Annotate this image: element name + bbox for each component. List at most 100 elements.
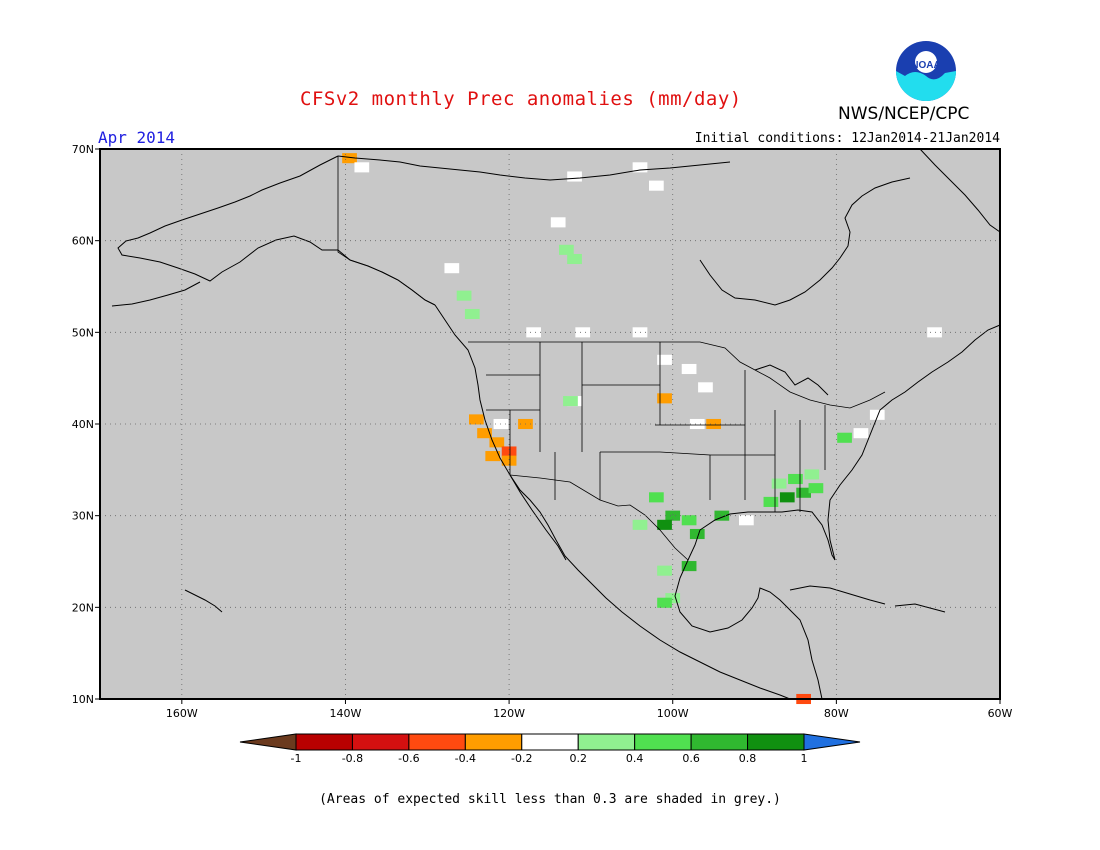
coastline-arctic — [337, 155, 731, 181]
anomaly-cell — [354, 162, 370, 173]
coastline-aleutians — [111, 281, 201, 307]
anomaly-cell — [657, 354, 672, 365]
colorbar: -1 -0.8 -0.6 -0.4 -0.2 0.2 0.4 0.6 0.8 1 — [239, 733, 861, 765]
anomaly-cell — [779, 492, 795, 503]
anomaly-cell — [444, 263, 460, 274]
x-tick-label: 60W — [988, 707, 1013, 720]
colorbar-segment — [747, 733, 805, 751]
colorbar-tick-label: 1 — [801, 752, 808, 765]
anomaly-cell — [567, 253, 582, 265]
coastline-hawaii — [184, 589, 223, 613]
coastline-west — [434, 304, 791, 700]
map-title: CFSv2 monthly Prec anomalies (mm/day) — [300, 88, 742, 110]
y-tick-label: 30N — [72, 510, 94, 523]
anomaly-cell — [714, 510, 730, 521]
anomaly-cell — [477, 428, 492, 439]
anomaly-cell — [550, 217, 566, 228]
x-tick-label: 140W — [330, 707, 362, 720]
anomaly-cell — [808, 483, 824, 494]
anomaly-cell — [804, 469, 820, 480]
anomaly-cell — [763, 496, 779, 507]
colorbar-tick-label: -0.8 — [342, 752, 363, 765]
colorbar-tick-label: -0.6 — [398, 752, 419, 765]
colorbar-segment — [464, 733, 523, 751]
border-us-canada — [468, 341, 886, 409]
x-tick-label: 100W — [657, 707, 689, 720]
anomaly-cell — [788, 473, 803, 485]
coastline-baja — [509, 474, 567, 561]
colorbar-segment — [351, 733, 410, 751]
x-axis-ticks: 160W 140W 120W 100W 80W 60W — [166, 699, 1013, 720]
y-tick-label: 40N — [72, 418, 94, 431]
anomaly-cell — [739, 515, 754, 526]
target-month: Apr 2014 — [98, 128, 176, 147]
political-borders — [337, 156, 886, 561]
colorbar-tick-label: -0.4 — [455, 752, 476, 765]
colorbar-segment — [634, 733, 692, 751]
colorbar-arrow-low — [239, 733, 297, 751]
anomaly-cell — [649, 180, 664, 191]
anomaly-cell — [657, 519, 672, 530]
colorbar-segment — [295, 733, 353, 751]
anomaly-cell — [489, 437, 505, 448]
y-tick-label: 50N — [72, 326, 94, 339]
anomaly-cell — [689, 418, 705, 430]
anomaly-cell — [689, 528, 705, 540]
colorbar-arrow-high — [803, 733, 861, 751]
anomaly-cell — [469, 414, 484, 425]
anomaly-cell — [853, 428, 869, 439]
y-tick-label: 20N — [72, 601, 94, 614]
border-alaska-canada — [337, 156, 436, 306]
y-tick-label: 10N — [72, 693, 94, 706]
anomaly-cell — [575, 327, 591, 338]
map-panel — [99, 148, 1001, 705]
border-states — [486, 342, 826, 512]
anomaly-cell — [681, 561, 697, 572]
x-tick-label: 160W — [166, 707, 198, 720]
colorbar-tick-label: 0.4 — [626, 752, 644, 765]
anomaly-cell — [632, 519, 648, 530]
anomaly-cell — [456, 290, 472, 301]
colorbar-segment — [577, 733, 636, 751]
anomaly-cell — [869, 409, 885, 420]
noaa-logo-icon: NOAA — [896, 41, 956, 101]
x-tick-label: 120W — [493, 707, 525, 720]
colorbar-tick-label: -0.2 — [511, 752, 532, 765]
agency-label: NWS/NCEP/CPC — [838, 104, 970, 124]
anomaly-cell — [567, 171, 582, 182]
coastline-east — [827, 324, 1001, 561]
anomaly-cell — [657, 565, 672, 576]
svg-text:NOAA: NOAA — [911, 60, 940, 71]
colorbar-tick-label: 0.2 — [569, 752, 587, 765]
anomaly-cell — [526, 327, 541, 338]
anomaly-cell — [927, 327, 942, 338]
y-tick-label: 60N — [72, 235, 94, 248]
anomaly-cell — [681, 363, 697, 375]
coastline-hispaniola — [894, 603, 946, 613]
anomaly-cell — [464, 308, 480, 320]
colorbar-tick-label: -1 — [291, 752, 302, 765]
coastline-cuba — [789, 585, 886, 605]
coastline-hudson — [699, 177, 911, 306]
x-tick-label: 80W — [824, 707, 849, 720]
coastline-greenland — [919, 148, 1001, 233]
skill-footnote: (Areas of expected skill less than 0.3 a… — [319, 792, 781, 807]
colorbar-segment — [521, 733, 579, 751]
y-tick-label: 70N — [72, 143, 94, 156]
initial-conditions: Initial conditions: 12Jan2014-21Jan2014 — [694, 131, 1000, 146]
anomaly-cell — [665, 593, 681, 604]
anomaly-cell — [501, 446, 517, 457]
anomaly-cell — [698, 382, 713, 393]
anomaly-cell — [771, 478, 787, 489]
anomaly-cell — [632, 162, 648, 173]
noaa-logo: NOAA — [895, 40, 957, 102]
colorbar-segment — [690, 733, 749, 751]
anomaly-cell — [501, 455, 517, 466]
coastline-gulf — [674, 529, 823, 700]
anomaly-cell — [657, 393, 672, 404]
anomaly-cell — [563, 396, 578, 407]
coastline-gulf-north — [699, 509, 836, 561]
coastline-great-lakes — [754, 364, 829, 396]
anomaly-cell — [665, 510, 681, 521]
